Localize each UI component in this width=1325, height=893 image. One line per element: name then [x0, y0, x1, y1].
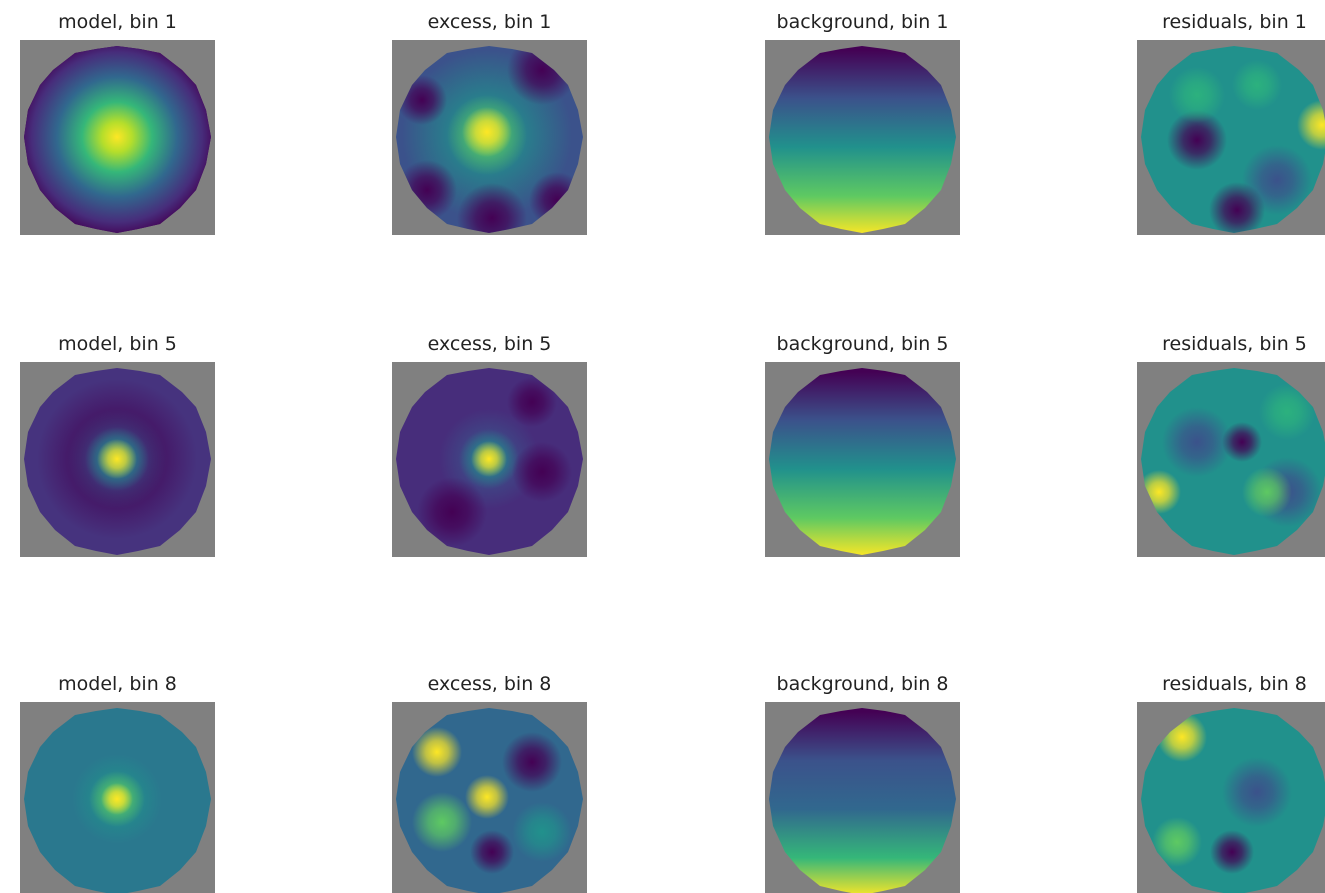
panel-title: excess, bin 1	[428, 11, 552, 33]
panel-title: excess, bin 5	[428, 333, 552, 355]
heatmap-panel	[1137, 40, 1325, 238]
heatmap-blob	[457, 183, 527, 253]
heatmap-panel	[1137, 362, 1325, 557]
panel-title: residuals, bin 8	[1162, 673, 1307, 695]
heatmap-panel	[392, 362, 587, 557]
heatmap-blob	[462, 107, 512, 157]
heatmap-panel	[20, 702, 215, 893]
panel-title: model, bin 5	[58, 333, 177, 355]
heatmap-blob	[1222, 422, 1262, 462]
heatmap-panel	[1137, 702, 1325, 893]
heatmap-blob	[1222, 757, 1292, 827]
heatmap-blob	[512, 442, 572, 502]
heatmap-blob	[1210, 830, 1254, 874]
panel-title: background, bin 1	[777, 11, 949, 33]
heatmap-panel	[392, 702, 587, 893]
panel-title: background, bin 8	[777, 673, 949, 695]
panel-title: residuals, bin 5	[1162, 333, 1307, 355]
heatmap-blob	[1169, 67, 1225, 123]
heatmap-blob	[1162, 407, 1232, 477]
heatmap-panel	[765, 362, 960, 557]
heatmap-panel	[765, 702, 960, 893]
panel-title: residuals, bin 1	[1162, 11, 1307, 33]
heatmap-blob	[1242, 467, 1292, 517]
heatmap-blob	[101, 783, 133, 815]
heatmap-blob	[465, 775, 509, 819]
panel-title: background, bin 5	[777, 333, 949, 355]
panel-title: excess, bin 8	[428, 673, 552, 695]
heatmap-blob	[512, 802, 572, 862]
heatmap-panel	[765, 40, 960, 235]
heatmap-blob	[471, 441, 507, 477]
heatmap-blob	[470, 830, 514, 874]
figure: model, bin 1 excess, bin 1 background, bin…	[0, 0, 1325, 893]
heatmap-blob	[97, 439, 137, 479]
heatmap-blob	[412, 792, 472, 852]
panel-title: model, bin 1	[58, 11, 177, 33]
heatmap-blob	[502, 732, 562, 792]
heatmap-panel	[17, 37, 217, 237]
panel-title: model, bin 8	[58, 673, 177, 695]
heatmap-blob	[1232, 60, 1282, 110]
heatmap-panel	[20, 362, 215, 557]
heatmap-panel	[392, 35, 587, 253]
